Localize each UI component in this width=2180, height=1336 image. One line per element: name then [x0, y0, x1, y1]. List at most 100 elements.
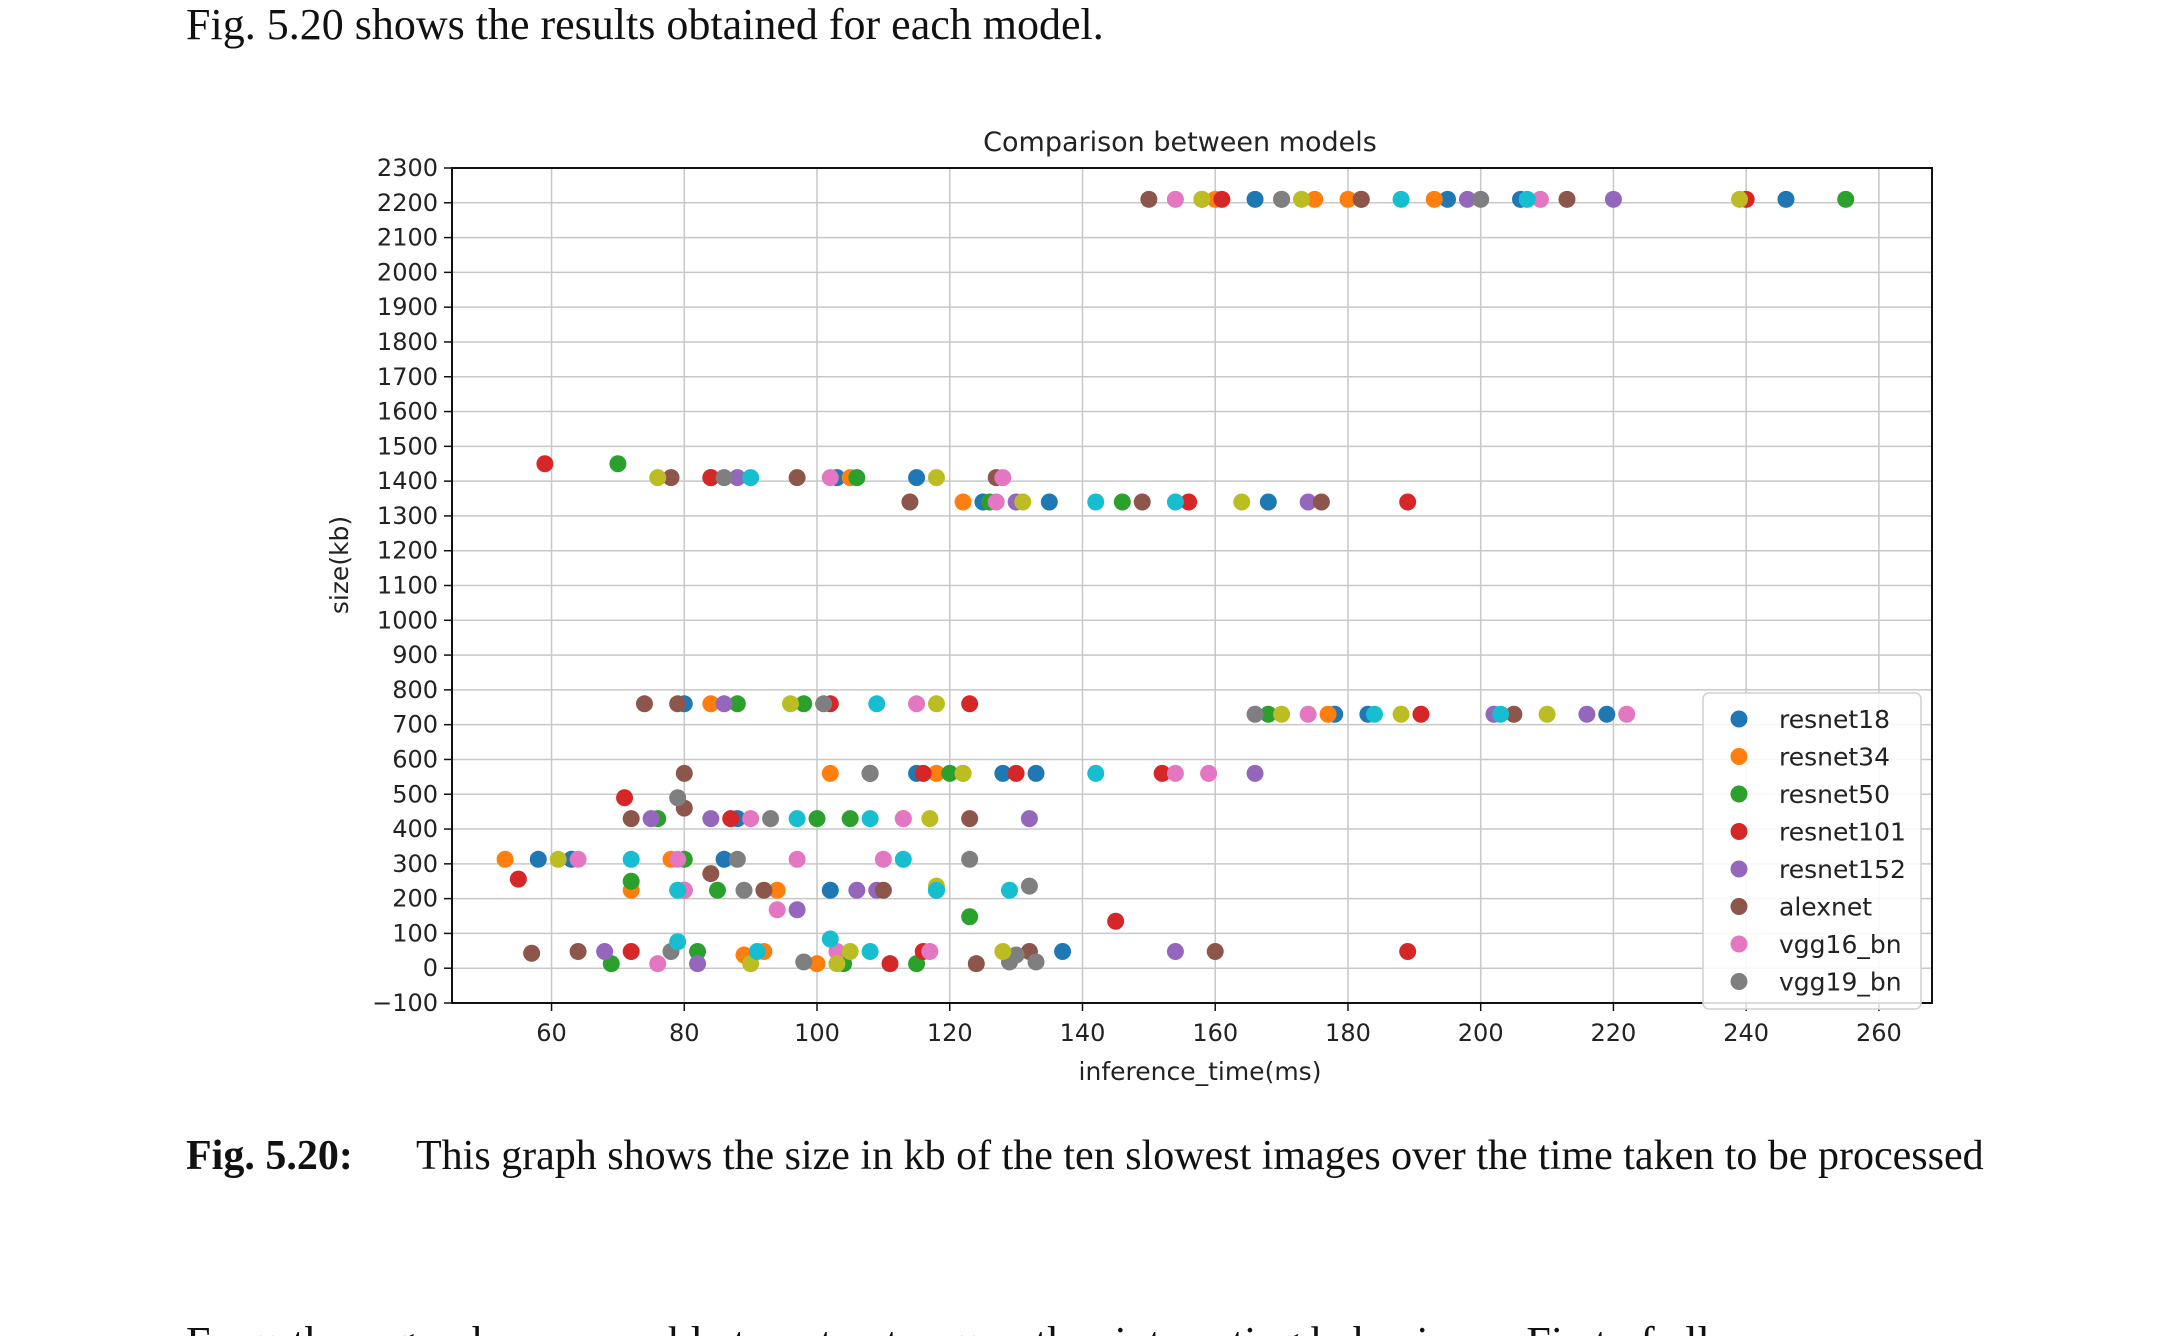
data-point — [1166, 190, 1184, 208]
y-tick-label: 200 — [392, 885, 438, 913]
chart-svg: Comparison between models 60 80 100 120 140 1… — [325, 127, 1933, 1086]
data-point — [788, 810, 806, 828]
data-point — [1246, 190, 1264, 208]
data-point — [881, 955, 899, 973]
data-point — [921, 943, 939, 961]
data-point — [1837, 190, 1855, 208]
data-point — [874, 850, 892, 868]
data-point — [728, 695, 746, 713]
data-point — [861, 764, 879, 782]
data-point — [868, 695, 886, 713]
data-point — [954, 764, 972, 782]
x-tick-label: 240 — [1723, 1019, 1769, 1047]
data-point — [669, 695, 687, 713]
data-point — [1306, 190, 1324, 208]
data-point — [702, 695, 720, 713]
data-point — [523, 944, 541, 962]
data-point — [908, 695, 926, 713]
y-tick-label: 700 — [392, 711, 438, 739]
data-point — [808, 810, 826, 828]
data-point — [961, 810, 979, 828]
data-point — [1538, 705, 1556, 723]
data-point — [1458, 190, 1476, 208]
y-tick-label: 1100 — [377, 572, 438, 600]
legend-marker — [1730, 823, 1748, 840]
legend-label: vgg16_bn — [1779, 930, 1902, 959]
data-point — [994, 764, 1012, 782]
data-point — [1193, 190, 1211, 208]
legend-marker — [1730, 748, 1748, 765]
data-point — [1259, 705, 1277, 723]
data-point — [1312, 493, 1330, 511]
y-tick-label: 400 — [392, 815, 438, 843]
data-point — [788, 850, 806, 868]
intro-paragraph: Fig. 5.20 shows the results obtained for… — [186, 0, 1104, 49]
data-point — [702, 469, 720, 487]
data-point — [509, 870, 527, 888]
data-point — [815, 695, 833, 713]
data-point — [768, 881, 786, 899]
scatter-chart: Comparison between models 60 80 100 120 140 1… — [300, 118, 1940, 1088]
data-point — [1399, 493, 1417, 511]
data-point — [1339, 190, 1357, 208]
data-point — [1578, 705, 1596, 723]
y-tick-label: 1700 — [377, 363, 438, 391]
data-point — [622, 850, 640, 868]
data-point — [1213, 190, 1231, 208]
data-point — [616, 789, 634, 807]
data-point — [841, 810, 859, 828]
data-point — [728, 469, 746, 487]
data-point — [1518, 190, 1536, 208]
plot-frame — [451, 167, 1933, 1004]
data-point — [755, 881, 773, 899]
x-tick-label: 120 — [927, 1019, 973, 1047]
data-point — [1399, 943, 1417, 961]
data-point — [967, 955, 985, 973]
data-point — [675, 764, 693, 782]
y-tick-label: 100 — [392, 919, 438, 947]
data-point — [622, 810, 640, 828]
y-tick-label: 1000 — [377, 606, 438, 634]
data-point — [1113, 493, 1131, 511]
data-point — [669, 789, 687, 807]
x-tick-label: 80 — [669, 1019, 700, 1047]
data-point — [715, 695, 733, 713]
figure-caption: Fig. 5.20: This graph shows the size in … — [186, 1128, 2086, 1184]
legend-label: vgg19_bn — [1779, 968, 1902, 997]
data-point — [1180, 493, 1198, 511]
data-point — [649, 955, 667, 973]
y-tick-label: 800 — [392, 676, 438, 704]
data-point — [768, 901, 786, 919]
data-point — [1425, 190, 1443, 208]
data-point — [1472, 190, 1490, 208]
data-point — [1020, 810, 1038, 828]
data-point — [808, 955, 826, 973]
data-point — [1412, 705, 1430, 723]
data-point — [1531, 190, 1549, 208]
data-point — [1200, 764, 1218, 782]
y-tick-label: 1600 — [377, 398, 438, 426]
axis-ticks: 60 80 100 120 140 160 180 200 220 240 260 −100 0 100 2… — [372, 154, 1902, 1047]
x-tick-label: 200 — [1458, 1019, 1504, 1047]
y-tick-label: 500 — [392, 780, 438, 808]
data-point — [1140, 190, 1158, 208]
data-point — [1153, 764, 1171, 782]
data-point — [821, 881, 839, 899]
data-point — [788, 469, 806, 487]
data-point — [728, 850, 746, 868]
legend-label: alexnet — [1779, 893, 1872, 922]
data-point — [861, 810, 879, 828]
data-point — [1598, 705, 1616, 723]
y-tick-label: 1400 — [377, 467, 438, 495]
y-tick-label: 2000 — [377, 258, 438, 286]
data-point — [1392, 705, 1410, 723]
data-point — [1731, 190, 1749, 208]
x-axis-label: inference_time(ms) — [1079, 1057, 1322, 1086]
data-point — [987, 493, 1005, 511]
data-point — [1087, 493, 1105, 511]
data-point — [921, 810, 939, 828]
data-point — [635, 695, 653, 713]
data-point — [1107, 912, 1125, 930]
data-point — [1027, 953, 1045, 971]
data-point — [848, 469, 866, 487]
